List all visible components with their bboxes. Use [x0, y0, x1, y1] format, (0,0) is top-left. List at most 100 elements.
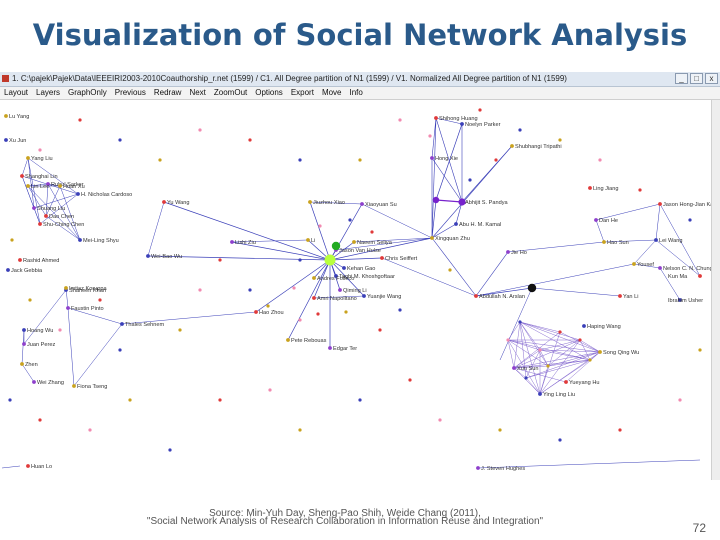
network-node[interactable]: [344, 310, 348, 314]
network-node[interactable]: [58, 184, 62, 188]
network-node[interactable]: [76, 192, 80, 196]
network-node[interactable]: [468, 178, 472, 182]
network-node[interactable]: [598, 158, 602, 162]
network-node[interactable]: [398, 118, 402, 122]
network-node[interactable]: [20, 174, 24, 178]
network-node[interactable]: [658, 202, 662, 206]
network-node[interactable]: [538, 392, 542, 396]
menu-redraw[interactable]: Redraw: [153, 88, 182, 97]
network-node[interactable]: [6, 268, 10, 272]
network-node[interactable]: [430, 236, 434, 240]
network-node[interactable]: [78, 118, 82, 122]
network-node[interactable]: [460, 122, 464, 126]
network-node[interactable]: [358, 398, 362, 402]
network-node[interactable]: [498, 428, 502, 432]
network-node[interactable]: [38, 418, 42, 422]
network-node[interactable]: [32, 206, 36, 210]
network-node[interactable]: [146, 254, 150, 258]
network-node[interactable]: [248, 288, 252, 292]
network-node[interactable]: [8, 398, 12, 402]
network-node[interactable]: [454, 222, 458, 226]
network-node[interactable]: [558, 138, 562, 142]
network-node[interactable]: [654, 238, 658, 242]
network-node[interactable]: [298, 158, 302, 162]
network-node[interactable]: [632, 262, 636, 266]
network-node[interactable]: [72, 384, 76, 388]
network-node[interactable]: [578, 338, 582, 342]
network-node[interactable]: [510, 144, 514, 148]
network-canvas[interactable]: Shihong Huang Noelyn Parker Shubhangi Trip…: [0, 100, 717, 480]
network-node[interactable]: [308, 200, 312, 204]
network-node[interactable]: [458, 198, 466, 206]
network-node[interactable]: [558, 330, 562, 334]
network-node[interactable]: [4, 114, 8, 118]
network-node[interactable]: [32, 380, 36, 384]
network-node[interactable]: [218, 398, 222, 402]
network-node[interactable]: [546, 364, 550, 368]
network-node[interactable]: [478, 108, 482, 112]
network-node[interactable]: [286, 338, 290, 342]
network-node[interactable]: [128, 398, 132, 402]
network-node[interactable]: [512, 366, 516, 370]
network-node[interactable]: [430, 156, 434, 160]
network-node[interactable]: [230, 240, 234, 244]
network-node[interactable]: [268, 388, 272, 392]
network-node[interactable]: [602, 240, 606, 244]
network-node[interactable]: [564, 380, 568, 384]
network-node[interactable]: [120, 322, 124, 326]
network-node[interactable]: [362, 294, 366, 298]
network-node[interactable]: [538, 348, 542, 352]
network-node[interactable]: [46, 182, 50, 186]
network-node[interactable]: [524, 376, 528, 380]
network-node[interactable]: [438, 418, 442, 422]
network-node[interactable]: [678, 298, 682, 302]
network-node[interactable]: [98, 298, 102, 302]
network-node[interactable]: [588, 186, 592, 190]
network-node[interactable]: [10, 238, 14, 242]
network-node[interactable]: [474, 294, 478, 298]
network-node[interactable]: [638, 188, 642, 192]
network-node[interactable]: [266, 304, 270, 308]
network-node[interactable]: [380, 256, 384, 260]
network-node[interactable]: [688, 218, 692, 222]
network-node[interactable]: [518, 128, 522, 132]
network-node[interactable]: [334, 274, 338, 278]
network-node[interactable]: [378, 328, 382, 332]
menu-zoomout[interactable]: ZoomOut: [213, 88, 248, 97]
maximize-button[interactable]: □: [690, 73, 703, 84]
network-node[interactable]: [28, 298, 32, 302]
network-node[interactable]: [331, 241, 341, 251]
network-node[interactable]: [38, 148, 42, 152]
network-node[interactable]: [306, 238, 310, 242]
network-node[interactable]: [618, 428, 622, 432]
menu-previous[interactable]: Previous: [114, 88, 146, 97]
network-node[interactable]: [698, 274, 702, 278]
network-node[interactable]: [66, 306, 70, 310]
network-node[interactable]: [168, 448, 172, 452]
network-node[interactable]: [26, 464, 30, 468]
network-node[interactable]: [198, 128, 202, 132]
network-node[interactable]: [118, 348, 122, 352]
network-node[interactable]: [4, 138, 8, 142]
network-node[interactable]: [348, 218, 352, 222]
network-node[interactable]: [298, 428, 302, 432]
network-node[interactable]: [434, 116, 438, 120]
network-node[interactable]: [292, 286, 296, 290]
network-node[interactable]: [118, 138, 122, 142]
close-button[interactable]: x: [705, 73, 718, 84]
menu-export[interactable]: Export: [290, 88, 314, 97]
menu-layout[interactable]: Layout: [4, 88, 29, 97]
network-node[interactable]: [476, 466, 480, 470]
network-node[interactable]: [370, 230, 374, 234]
network-node[interactable]: [198, 288, 202, 292]
network-node[interactable]: [298, 258, 302, 262]
minimize-button[interactable]: _: [675, 73, 688, 84]
network-node[interactable]: [506, 250, 510, 254]
network-node[interactable]: [88, 428, 92, 432]
network-node[interactable]: [428, 134, 432, 138]
network-node[interactable]: [312, 296, 316, 300]
network-node[interactable]: [44, 214, 48, 218]
network-node[interactable]: [218, 258, 222, 262]
vertical-scrollbar[interactable]: [711, 100, 720, 480]
network-node[interactable]: [506, 338, 510, 342]
